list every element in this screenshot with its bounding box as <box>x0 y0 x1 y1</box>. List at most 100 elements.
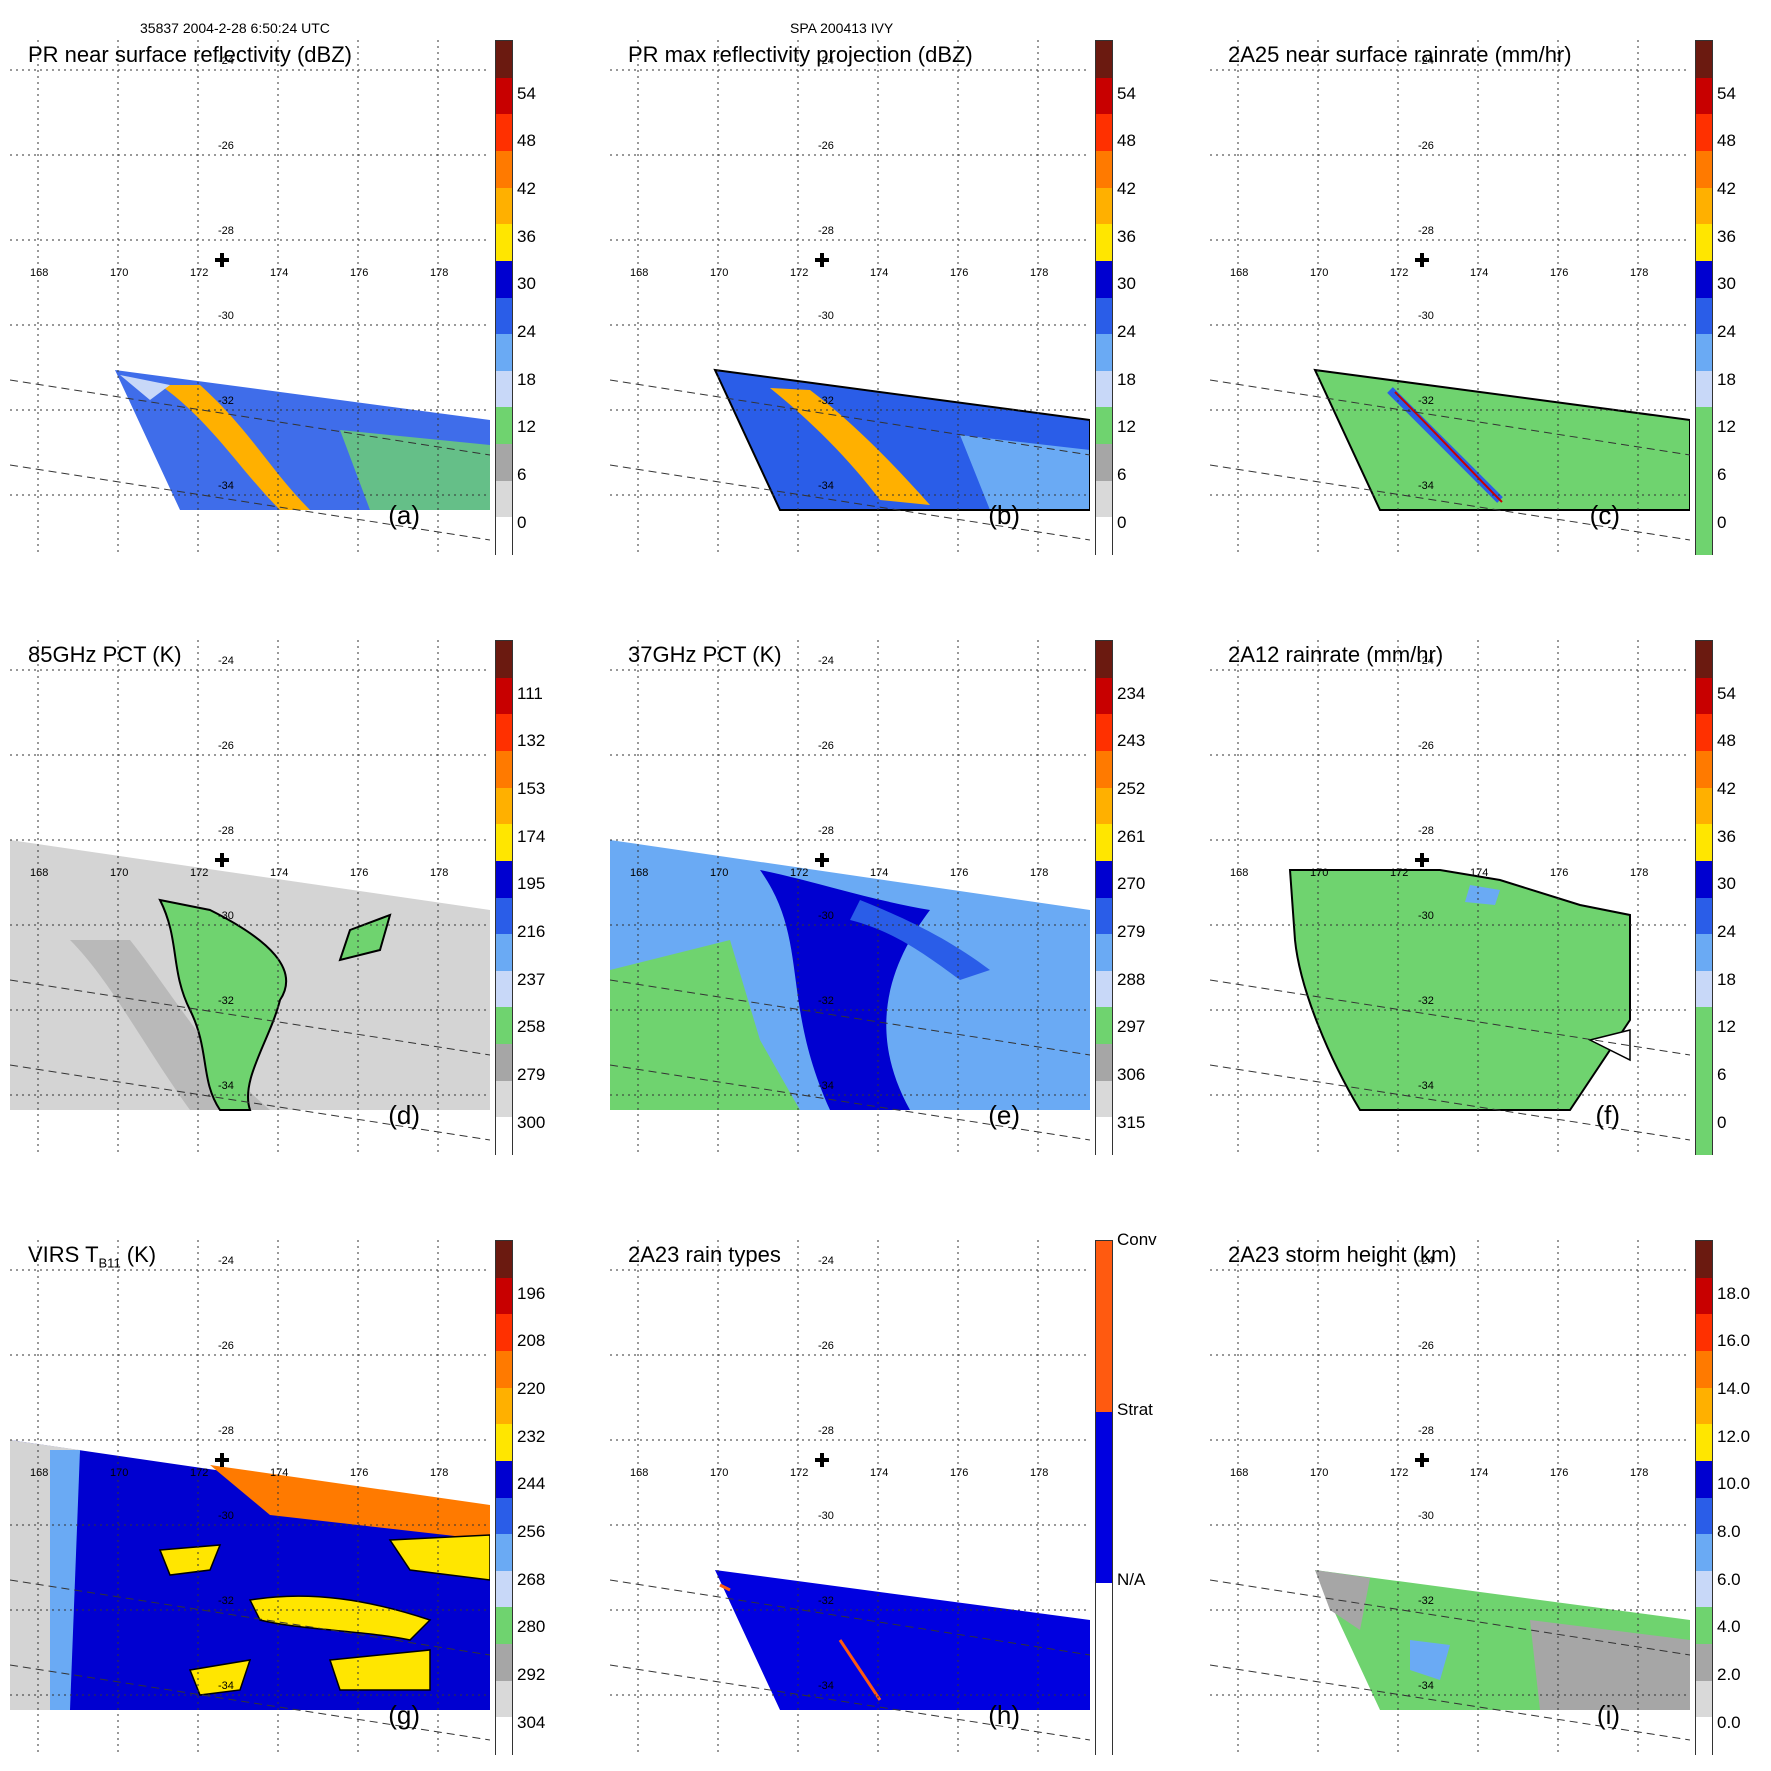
colorbar-tick-label: 297 <box>1117 1017 1146 1037</box>
colorbar-segment <box>496 480 512 519</box>
longitude-label: 176 <box>950 267 969 279</box>
colorbar <box>1695 640 1713 1155</box>
colorbar-tick-label: 30 <box>1717 274 1736 294</box>
latitude-label: -32 <box>218 1595 234 1607</box>
storm-center-marker <box>815 253 829 267</box>
colorbar-segment <box>1096 187 1112 226</box>
latitude-label: -30 <box>818 310 834 322</box>
longitude-label: 168 <box>30 1467 49 1479</box>
colorbar-segment <box>1096 114 1112 152</box>
colorbar-tick-label: 48 <box>1717 731 1736 751</box>
longitude-label: 174 <box>1470 1467 1489 1479</box>
colorbar-tick-label: 232 <box>517 1426 546 1446</box>
colorbar-segment <box>496 1080 512 1119</box>
colorbar-tick-label: 48 <box>1717 131 1736 151</box>
map-panel-d: 168 170 172 174 176 178 -24 -26 -28 -30 -32 -34 85GH… <box>0 600 545 1155</box>
colorbar-tick-label: 24 <box>517 322 536 342</box>
colorbar-segment <box>1696 114 1712 152</box>
latitude-label: -34 <box>818 1680 834 1692</box>
map-plot-area: 168 170 172 174 176 178 -24 -26 -28 -30 -32 -34 <box>1210 40 1690 555</box>
longitude-label: 174 <box>1470 267 1489 279</box>
latitude-label: -34 <box>218 1680 234 1692</box>
longitude-label: 178 <box>1630 867 1649 879</box>
colorbar-segment <box>1096 1583 1112 1756</box>
colorbar-segment <box>1696 677 1712 716</box>
longitude-label: 178 <box>430 867 449 879</box>
panel-title: 2A12 rainrate (mm/hr) <box>1228 642 1444 667</box>
colorbar-segment <box>1696 297 1712 336</box>
latitude-label: -30 <box>218 310 234 322</box>
colorbar-tick-label: 12 <box>1117 417 1136 437</box>
colorbar-tick-label: 36 <box>517 226 536 246</box>
panel-title: VIRS TB11 (K) <box>28 1242 157 1271</box>
colorbar-segment <box>1696 224 1712 262</box>
colorbar-segment <box>1096 297 1112 336</box>
colorbar <box>1695 1240 1713 1755</box>
storm-header: SPA 200413 IVY <box>790 20 894 36</box>
colorbar-segment <box>1696 407 1712 446</box>
colorbar-tick-label: 12 <box>1717 417 1736 437</box>
colorbar-segment <box>496 297 512 336</box>
colorbar-segment <box>1096 1412 1112 1585</box>
latitude-label: -28 <box>818 825 834 837</box>
colorbar-segment <box>496 1717 512 1755</box>
colorbar-tick-label: 54 <box>1717 83 1736 103</box>
storm-center-marker <box>1415 253 1429 267</box>
longitude-label: 168 <box>1230 267 1249 279</box>
colorbar-segment <box>496 1424 512 1462</box>
longitude-label: 172 <box>1390 1467 1409 1479</box>
latitude-label: -30 <box>218 910 234 922</box>
colorbar-tick-label: 48 <box>1117 131 1136 151</box>
colorbar-segment <box>496 407 512 446</box>
colorbar-segment <box>1696 334 1712 372</box>
colorbar-segment <box>1696 1607 1712 1646</box>
colorbar-segment <box>1696 187 1712 226</box>
panel-title: 85GHz PCT (K) <box>28 642 182 667</box>
colorbar-segment <box>1096 480 1112 519</box>
colorbar-segment <box>1696 1080 1712 1119</box>
colorbar-tick-label: 42 <box>1717 779 1736 799</box>
colorbar-segment <box>1096 224 1112 262</box>
colorbar-segment <box>496 787 512 826</box>
colorbar-segment <box>496 260 512 299</box>
panel-title: PR max reflectivity projection (dBZ) <box>628 42 973 67</box>
longitude-label: 178 <box>1030 1467 1049 1479</box>
colorbar-segment <box>496 860 512 899</box>
colorbar-tick-label: 24 <box>1717 922 1736 942</box>
longitude-label: 168 <box>30 267 49 279</box>
colorbar-tick-label: 270 <box>1117 874 1146 894</box>
colorbar-tick-label: 18 <box>1117 369 1136 389</box>
colorbar-segment <box>1096 860 1112 899</box>
colorbar-segment <box>1096 641 1112 679</box>
storm-center-marker <box>1415 853 1429 867</box>
colorbar-segment <box>496 150 512 189</box>
colorbar-segment <box>1696 77 1712 116</box>
colorbar-segment <box>1696 1387 1712 1426</box>
longitude-label: 178 <box>1030 267 1049 279</box>
colorbar <box>1695 40 1713 555</box>
colorbar-segment <box>1696 1350 1712 1389</box>
colorbar-tick-label: Conv <box>1117 1230 1157 1249</box>
colorbar-segment <box>1696 1241 1712 1279</box>
panel-title: PR near surface reflectivity (dBZ) <box>28 42 352 67</box>
colorbar-segment <box>1696 1117 1712 1155</box>
colorbar-tick-label: 18 <box>1717 369 1736 389</box>
colorbar-segment <box>496 1497 512 1536</box>
colorbar-segment <box>1096 970 1112 1009</box>
longitude-label: 172 <box>190 267 209 279</box>
longitude-label: 174 <box>270 867 289 879</box>
longitude-label: 178 <box>430 267 449 279</box>
latitude-label: -28 <box>1418 825 1434 837</box>
colorbar-segment <box>1696 970 1712 1009</box>
colorbar-tick-label: 220 <box>517 1379 546 1399</box>
colorbar-segment <box>1096 787 1112 826</box>
colorbar-segment <box>496 517 512 555</box>
longitude-label: 176 <box>1550 267 1569 279</box>
latitude-label: -30 <box>218 1510 234 1522</box>
latitude-label: -34 <box>1418 1680 1434 1692</box>
colorbar-tick-label: 0 <box>1717 512 1727 532</box>
colorbar-tick-label: 196 <box>517 1283 546 1303</box>
colorbar-tick-label: 48 <box>517 131 536 151</box>
colorbar-tick-label: 24 <box>1717 322 1736 342</box>
latitude-label: -28 <box>1418 1425 1434 1437</box>
